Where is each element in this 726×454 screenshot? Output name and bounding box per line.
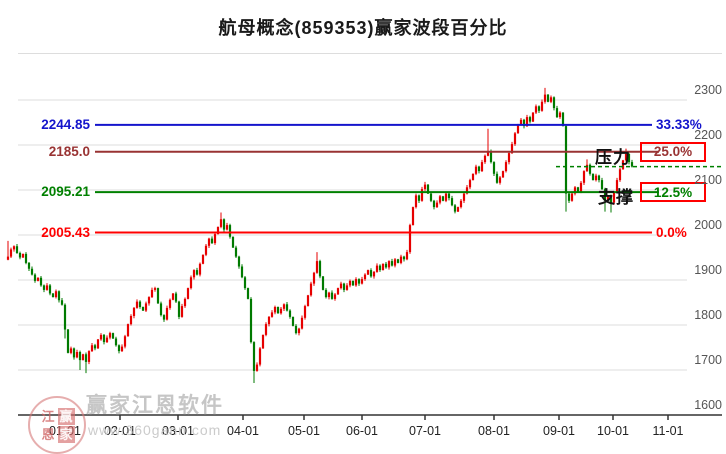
support-label: 支撑 [598, 188, 634, 208]
x-axis-label: 04-01 [227, 424, 259, 438]
title-divider [18, 53, 722, 54]
level-percent-label: 0.0% [656, 224, 687, 240]
y-axis-label: 1900 [694, 263, 722, 277]
x-axis-label: 10-01 [597, 424, 629, 438]
level-price-label: 2095.21 [41, 184, 90, 200]
y-axis-label: 2200 [694, 128, 722, 142]
chart-title: 航母概念(859353)赢家波段百分比 [218, 18, 508, 38]
x-axis-label: 08-01 [478, 424, 510, 438]
level-percent-box: 12.5% [640, 182, 706, 203]
x-axis-label: 07-01 [409, 424, 441, 438]
x-axis-label: 06-01 [346, 424, 378, 438]
y-axis-label: 2300 [694, 83, 722, 97]
level-price-label: 2185.0 [48, 143, 90, 159]
y-axis-label: 2100 [694, 173, 722, 187]
level-percent-box: 25.0% [640, 141, 706, 162]
candles-group [6, 87, 634, 384]
resistance-label: 压力 [595, 147, 631, 167]
level-percent-label: 33.33% [656, 116, 702, 132]
x-axis-label: 02-01 [104, 424, 136, 438]
x-axis-label: 09-01 [543, 424, 575, 438]
level-price-label: 2005.43 [41, 224, 90, 240]
x-axis-label: 05-01 [288, 424, 320, 438]
y-axis-label: 1600 [694, 398, 722, 412]
x-axis-label: 11-01 [652, 424, 684, 438]
y-axis-label: 1800 [694, 308, 722, 322]
gridlines [18, 99, 687, 371]
y-axis-label: 1700 [694, 353, 722, 367]
x-axis-label: 03-01 [162, 424, 194, 438]
x-axis [18, 414, 722, 420]
y-axis-label: 2000 [694, 218, 722, 232]
x-axis-label: 01-01 [49, 424, 81, 438]
level-price-label: 2244.85 [41, 116, 90, 132]
level-lines [95, 123, 724, 234]
